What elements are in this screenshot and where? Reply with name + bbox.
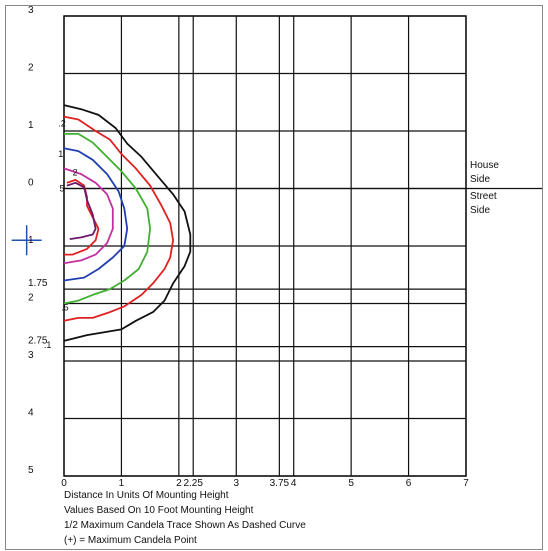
y-tick-label-2: 2: [28, 293, 34, 304]
y-tick-label-4: 4: [28, 408, 34, 419]
isocandela-curve-5: [63, 133, 151, 305]
footer-note-distance: Distance In Units Of Mounting Height: [64, 490, 229, 501]
x-tick-label-3: 3: [234, 478, 240, 489]
y-tick-label-0: 0: [28, 178, 34, 189]
x-tick-label-2: 2: [176, 478, 182, 489]
house-side-label-line2: Side: [470, 174, 490, 185]
curve-label-2: 2: [73, 167, 78, 177]
x-tick-label-4: 4: [291, 478, 297, 489]
footer-note-mounting: Values Based On 10 Foot Mounting Height: [64, 505, 254, 516]
curve-label-5: 5: [59, 183, 64, 193]
y-tick-label-1: 1: [28, 235, 34, 246]
curve-layer: [63, 104, 192, 342]
y-axis-tick-labels: 3 2 1 0 1 1.75 2 2.75 3 4 5: [28, 5, 48, 476]
max-candela-marker: [11, 225, 42, 256]
curve-label-1: 1: [58, 149, 63, 159]
x-tick-label-1: 1: [119, 478, 125, 489]
y-tick-label-3: 3: [28, 5, 34, 16]
y-tick-label-3: 3: [28, 350, 34, 361]
house-side-label-line1: House: [470, 160, 499, 171]
x-tick-label-0: 0: [61, 478, 67, 489]
curve-label-5: .5: [61, 302, 69, 312]
street-side-label-line1: Street: [470, 191, 497, 202]
y-tick-label-2: 2: [28, 63, 34, 74]
street-side-label-line2: Side: [470, 205, 490, 216]
y-tick-label-1-75: 1.75: [28, 278, 48, 289]
isocandela-curve-1: [63, 147, 129, 282]
x-tick-label-7: 7: [463, 478, 469, 489]
x-axis-tick-labels: 0 1 2 2.25 3 3.75 4 5 6 7: [61, 478, 469, 489]
page-frame: [5, 5, 543, 550]
y-tick-label-1: 1: [28, 120, 34, 131]
curve-label-1: .1: [44, 340, 52, 350]
y-tick-label-2-75: 2.75: [28, 336, 48, 347]
x-tick-label-5: 5: [348, 478, 354, 489]
footer-note-max-point: (+) = Maximum Candela Point: [64, 535, 197, 546]
grid-lines: [63, 15, 467, 477]
x-tick-label-3-75: 3.75: [270, 478, 290, 489]
isocandela-curve-2: [63, 115, 174, 322]
x-tick-label-2-25: 2.25: [183, 478, 203, 489]
x-tick-label-6: 6: [406, 478, 412, 489]
isocandela-curve-2: [63, 167, 114, 265]
isocandela-curve-10: [66, 181, 97, 240]
footer-note-half-max: 1/2 Maximum Candela Trace Shown As Dashe…: [64, 520, 306, 531]
y-tick-label-5: 5: [28, 465, 34, 476]
isocandela-curve-1: [63, 104, 192, 342]
curve-label-2: .2: [58, 118, 66, 128]
curve-label-layer: .1 .2 .5 125: [44, 118, 78, 349]
